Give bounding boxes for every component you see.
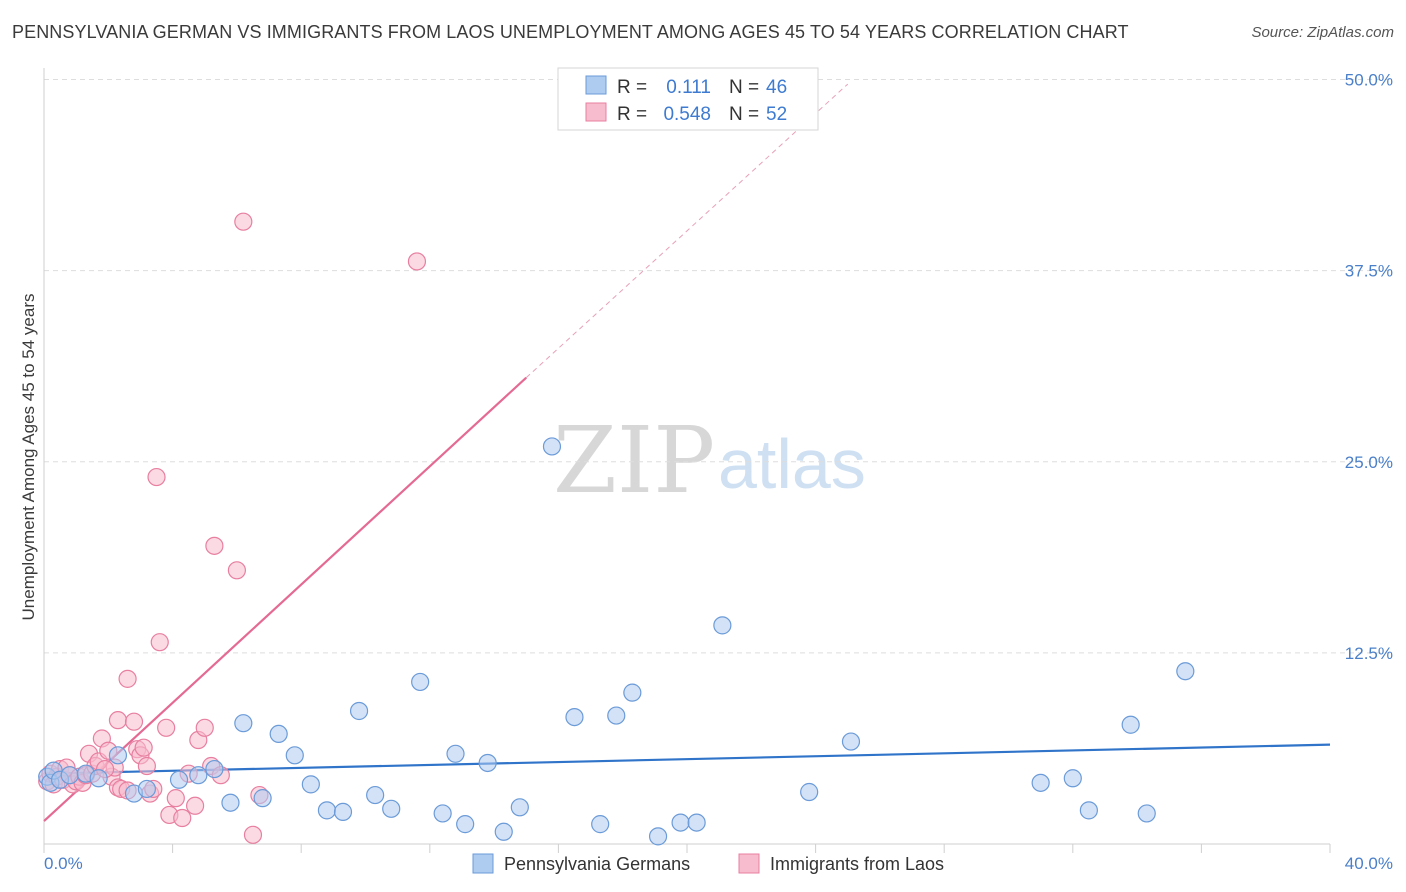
pa-german-point-16 (269, 724, 288, 744)
pa-german-point-12 (205, 759, 224, 779)
pa-german-point-33 (591, 815, 610, 834)
pa-german-point-7 (108, 746, 128, 765)
pa-german-point-44 (1079, 801, 1098, 820)
pa-german-point-15 (253, 789, 272, 808)
pa-german-point-31 (542, 437, 562, 456)
laos-point-47 (243, 825, 263, 844)
laos-point-29 (134, 738, 153, 757)
y-tick-label-3: 50.0% (1345, 71, 1393, 90)
y-tick-label-2: 37.5% (1345, 262, 1393, 281)
pa-german-point-26 (446, 744, 465, 763)
pa-german-point-22 (366, 785, 385, 805)
pa-german-point-4 (60, 766, 79, 785)
laos-point-46 (234, 212, 253, 231)
bottom-legend-label-2: Immigrants from Laos (770, 854, 944, 874)
pa-german-point-42 (1031, 773, 1050, 792)
bottom-legend-label-1: Pennsylvania Germans (504, 854, 690, 874)
pa-german-point-32 (565, 707, 584, 727)
laos-point-25 (118, 669, 137, 688)
pa-german-point-47 (1176, 662, 1195, 681)
y-tick-labels: 12.5% 25.0% 37.5% 50.0% (1345, 71, 1393, 663)
legend-r-label-2: R = (617, 104, 647, 125)
bottom-legend: Pennsylvania Germans Immigrants from Lao… (472, 853, 944, 874)
pa-german-point-18 (301, 775, 320, 794)
y-tick-label-0: 12.5% (1345, 644, 1393, 663)
pa-german-point-19 (317, 801, 337, 820)
pa-german-point-23 (382, 799, 401, 818)
laos-point-43 (205, 536, 224, 555)
trend-line-immigrants-from-laos-extension (525, 83, 849, 379)
pa-german-point-30 (510, 798, 529, 817)
pa-german-point-11 (189, 766, 208, 785)
laos-point-33 (147, 467, 166, 487)
series-immigrants-from-laos (38, 212, 427, 844)
laos-point-49 (407, 252, 427, 271)
pa-german-point-20 (333, 802, 353, 821)
pa-german-point-29 (494, 822, 513, 841)
pa-german-point-10 (169, 770, 189, 789)
pa-german-point-17 (285, 746, 304, 765)
pa-german-point-37 (671, 813, 690, 832)
legend-swatch-pink (585, 102, 607, 122)
pa-german-point-38 (687, 813, 706, 832)
pa-german-point-21 (349, 701, 369, 721)
x-tick-label-max: 40.0% (1345, 854, 1393, 873)
trend-lines (43, 83, 1331, 822)
bottom-legend-swatch-pink (738, 853, 760, 874)
laos-point-38 (173, 808, 192, 828)
pa-german-point-41 (841, 732, 861, 751)
pa-german-point-43 (1063, 769, 1082, 788)
laos-point-45 (227, 561, 246, 580)
pa-german-point-24 (411, 672, 430, 692)
y-axis-label: Unemployment Among Ages 45 to 54 years (19, 294, 38, 621)
trend-line-pennsylvania-germans (43, 743, 1331, 775)
pa-german-point-46 (1137, 804, 1156, 823)
bottom-legend-swatch-blue (472, 853, 494, 874)
pa-german-point-39 (713, 616, 732, 635)
pa-german-point-34 (607, 706, 626, 725)
pa-german-point-36 (648, 827, 668, 846)
legend-n-label-2: N = (729, 104, 759, 125)
legend-r-value-2: 0.548 (663, 104, 711, 125)
laos-point-22 (108, 711, 128, 730)
x-tick-labels: 0.0% 40.0% (44, 854, 1393, 873)
watermark-zip: ZIP (553, 407, 715, 514)
pa-german-point-40 (800, 782, 819, 802)
pa-german-point-13 (221, 793, 240, 812)
laos-point-26 (124, 712, 144, 731)
watermark: ZIP atlas (553, 407, 866, 514)
y-tick-label-1: 25.0% (1345, 453, 1393, 472)
pa-german-point-6 (89, 769, 108, 788)
legend-n-label-1: N = (729, 77, 759, 98)
series-pennsylvania-germans (38, 437, 1195, 846)
legend-swatch-blue (585, 75, 607, 95)
chart-title: PENNSYLVANIA GERMAN VS IMMIGRANTS FROM L… (12, 22, 1129, 42)
legend-n-value-2: 52 (766, 104, 787, 125)
laos-point-37 (166, 789, 185, 808)
laos-point-39 (186, 796, 205, 815)
trend-line-immigrants-from-laos (43, 376, 527, 822)
legend-r-label-1: R = (617, 77, 647, 98)
pa-german-point-25 (433, 804, 452, 823)
gridlines (44, 79, 1392, 654)
pa-german-point-28 (478, 753, 497, 773)
pa-german-point-35 (623, 683, 642, 702)
pa-german-point-27 (456, 815, 475, 834)
pa-german-point-45 (1121, 715, 1140, 734)
legend-n-value-1: 46 (766, 77, 787, 98)
pa-german-point-14 (234, 714, 253, 733)
pa-german-point-9 (137, 779, 156, 799)
laos-point-41 (195, 718, 214, 737)
watermark-atlas: atlas (718, 425, 866, 503)
legend-r-value-1: 0.111 (666, 77, 711, 98)
laos-point-34 (150, 633, 169, 652)
axes (43, 68, 1331, 853)
source-label: Source: ZipAtlas.com (1251, 24, 1394, 41)
legend-box: R = 0.111 N = 46 R = 0.548 N = 52 (557, 67, 819, 131)
laos-point-35 (157, 718, 176, 737)
laos-point-30 (137, 756, 156, 776)
x-tick-label-min: 0.0% (44, 854, 83, 873)
